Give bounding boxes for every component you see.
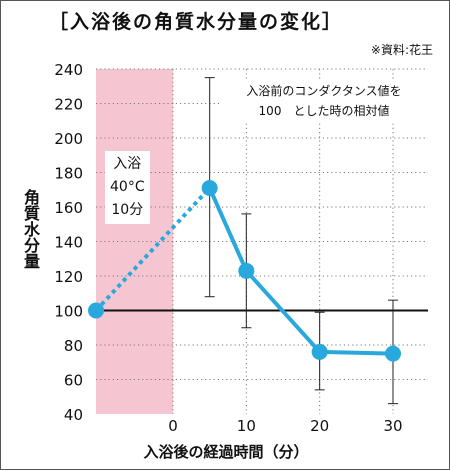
data-point [311,343,328,360]
data-point [88,302,104,319]
chart-title: ［入浴後の角質水分量の変化］ [49,11,344,33]
bath-line-3: 10分 [111,202,144,218]
x-tick-label: 20 [310,417,329,435]
y-tick-label: 140 [54,234,83,252]
data-point [385,345,401,362]
series-lines [94,186,394,356]
y-axis-label: 角質水分量 [21,189,40,269]
y-tick-label: 60 [64,372,83,390]
bath-line-2: 40°C [110,179,145,195]
bath-line-1: 入浴 [113,156,142,172]
series-line-after-bath [207,187,394,356]
y-tick-label: 160 [54,199,83,217]
data-point [201,180,218,197]
bath-condition-label: 入浴 40°C 10分 [105,151,150,224]
x-tick-label: 30 [383,417,402,435]
y-tick-label: 120 [54,268,83,286]
x-tick-label: 0 [168,417,178,435]
x-tick-labels: 0 10 20 30 [168,417,402,435]
y-tick-label: 100 [54,303,83,321]
data-point [238,262,255,279]
note-line-1: 入浴前のコンダクタンス値を [246,84,402,98]
x-tick-label: 10 [237,417,256,435]
note-line-2: 100 とした時の相対値 [258,104,390,118]
y-tick-label: 40 [64,406,83,424]
y-tick-labels: 40 60 80 100 120 140 160 180 200 220 240 [54,61,83,424]
source-note: ※資料:花王 [370,43,433,57]
y-tick-label: 240 [54,61,83,79]
y-tick-label: 80 [64,337,83,355]
annotation-note: 入浴前のコンダクタンス値を 100 とした時の相対値 [219,81,429,121]
y-tick-label: 180 [54,165,83,183]
y-tick-label: 200 [54,130,83,148]
y-tick-label: 220 [54,96,83,114]
x-axis-label: 入浴後の経過時間（分） [143,443,309,461]
data-points [88,180,401,362]
series-line-bathing [94,186,212,312]
